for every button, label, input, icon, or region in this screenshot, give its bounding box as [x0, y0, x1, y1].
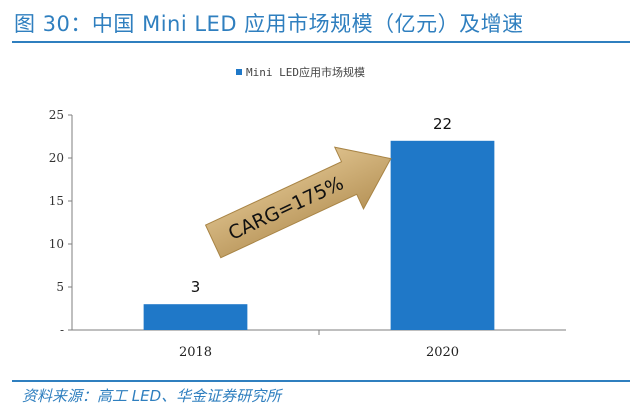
y-tick-label: -	[60, 323, 64, 337]
y-tick-label: 20	[49, 151, 64, 165]
legend-swatch	[236, 69, 242, 75]
y-tick-label: 15	[49, 194, 64, 208]
source-divider	[12, 380, 630, 382]
bar-value-label: 3	[191, 278, 201, 296]
growth-arrow-shape	[204, 146, 392, 259]
bars: 3 2018 22 2020	[143, 115, 495, 360]
y-tick-label: 25	[49, 108, 64, 122]
growth-arrow: CARG=175%	[204, 146, 392, 259]
bar-value-label: 22	[433, 115, 452, 133]
bar-chart: Mini LED应用市场规模 - 5 10 15 20 25 3 2018 22 2020 CA…	[49, 65, 566, 360]
bar	[143, 304, 248, 330]
title-divider	[12, 41, 630, 43]
source-note: 资料来源：高工 LED、华金证券研究所	[22, 387, 282, 405]
y-tick-label: 10	[49, 237, 64, 251]
x-tick-label: 2018	[179, 345, 212, 360]
figure-title: 图 30：中国 Mini LED 应用市场规模（亿元）及增速	[14, 12, 524, 36]
legend-label: Mini LED应用市场规模	[246, 65, 365, 79]
x-tick-label: 2020	[426, 345, 459, 360]
legend: Mini LED应用市场规模	[236, 65, 365, 79]
bar	[390, 140, 495, 330]
y-tick-label: 5	[56, 280, 64, 294]
